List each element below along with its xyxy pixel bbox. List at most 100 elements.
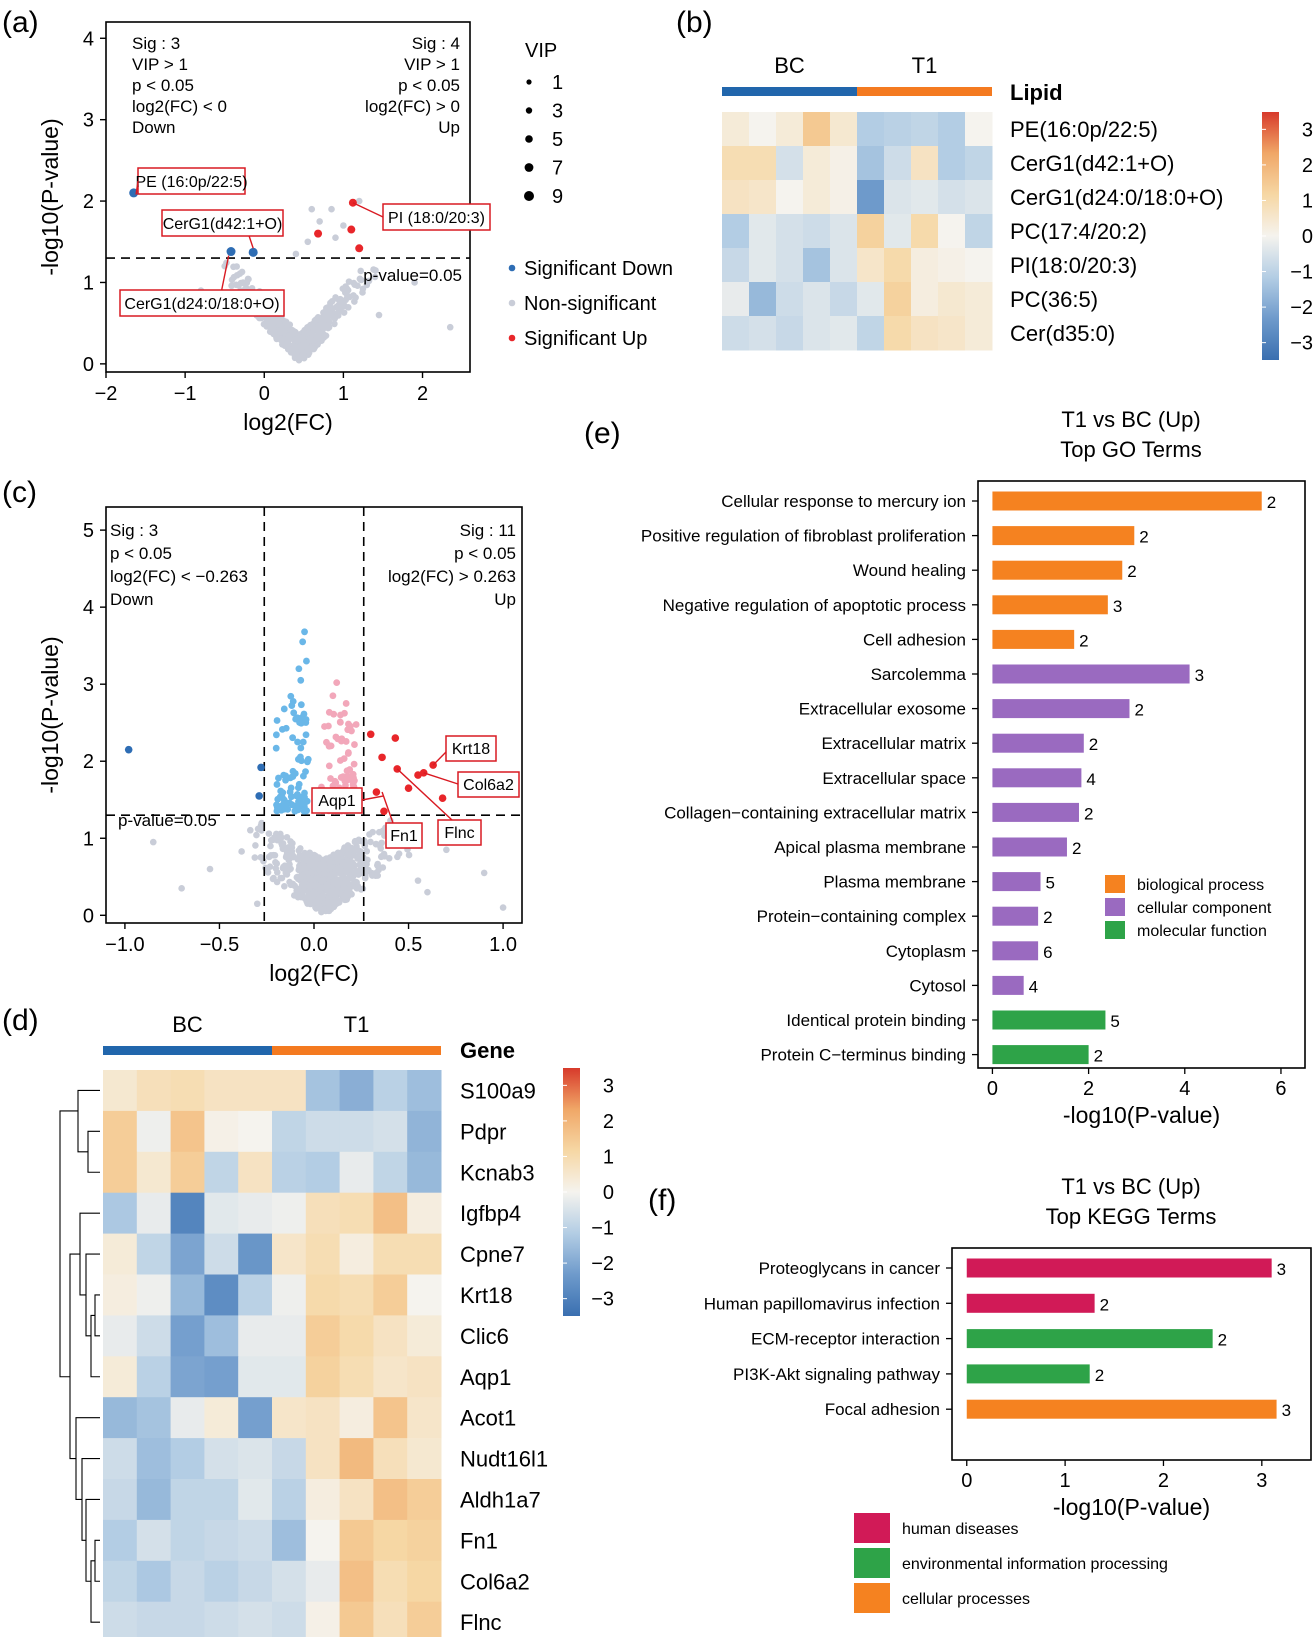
p-only-down-point — [302, 716, 310, 723]
y-tick-label: 4 — [83, 597, 94, 619]
x-axis-title: -log10(P-value) — [1053, 1494, 1210, 1520]
bar-count-label: 2 — [1095, 1366, 1104, 1385]
threshold-label: p-value=0.05 — [363, 266, 462, 285]
bar — [992, 1045, 1089, 1065]
non-significant-point — [344, 304, 352, 311]
row-header: Gene — [460, 1038, 515, 1063]
heatmap-cell — [238, 1438, 273, 1480]
non-significant-point — [326, 311, 334, 319]
heatmap-cell — [272, 1274, 307, 1316]
heatmap-cell — [407, 1397, 442, 1439]
bar-count-label: 3 — [1277, 1260, 1286, 1279]
significant-down-point — [248, 247, 258, 257]
left-summary-line: p < 0.05 — [132, 76, 194, 95]
bar-count-label: 3 — [1195, 666, 1204, 685]
non-significant-point — [286, 861, 293, 868]
heatmap-cell — [339, 1151, 374, 1194]
heatmap-cell — [103, 1233, 138, 1275]
non-significant-point — [340, 222, 347, 229]
heatmap-cell — [373, 1479, 408, 1521]
heatmap-cell — [170, 1356, 205, 1398]
heatmap-cell — [339, 1438, 374, 1480]
annotation-box — [137, 167, 246, 195]
heatmap-cell — [803, 180, 831, 215]
panel-a-volcano: −2 −1 0 1 2 0 1 2 3 4 log2(FC) -log10(P-value) p-val… — [37, 21, 673, 435]
bar-count-label: 2 — [1089, 735, 1098, 754]
annotation-label: CerG1(d24:0/18:0+O) — [124, 296, 279, 313]
non-significant-point — [339, 859, 347, 867]
heatmap-cell — [749, 146, 777, 181]
heatmap-cell — [884, 316, 912, 351]
p-only-up-point — [341, 776, 349, 784]
non-significant-point — [230, 273, 238, 281]
right-summary-line: p < 0.05 — [398, 76, 460, 95]
heatmap-cell — [373, 1519, 408, 1562]
row-label: Fn1 — [460, 1528, 498, 1553]
category-label: ECM-receptor interaction — [751, 1330, 940, 1349]
heatmap-cell — [339, 1233, 374, 1275]
non-significant-point — [337, 299, 345, 306]
heatmap-cell — [776, 282, 804, 317]
heatmap-cell — [749, 316, 777, 351]
heatmap-cell — [407, 1356, 442, 1398]
heatmap-cell — [136, 1519, 172, 1562]
panel-b-letter: (b) — [676, 6, 713, 39]
heatmap-cell — [407, 1233, 442, 1275]
non-significant-point — [351, 878, 359, 885]
x-tick-label: 1 — [1060, 1470, 1071, 1492]
non-significant-point — [294, 893, 302, 901]
p-only-down-point — [287, 692, 295, 700]
p-only-up-point — [352, 721, 360, 728]
panel-c-letter: (c) — [2, 476, 37, 509]
group-bar-t1 — [857, 87, 992, 96]
heatmap-cell — [373, 1356, 408, 1398]
row-label: PI(18:0/20:3) — [1010, 253, 1137, 278]
x-tick-label: −0.5 — [200, 934, 239, 956]
non-significant-point — [480, 869, 488, 877]
heatmap-cell — [238, 1070, 273, 1112]
heatmap-cell — [722, 282, 750, 317]
heatmap-cell — [938, 316, 966, 351]
non-significant-point — [322, 332, 330, 339]
x-tick-label: 2 — [1083, 1078, 1094, 1100]
non-significant-point — [290, 853, 297, 861]
heatmap-cell — [965, 316, 993, 351]
non-significant-point — [297, 852, 305, 860]
category-label: Protein C−terminus binding — [760, 1046, 966, 1065]
p-only-up-point — [329, 692, 337, 700]
heatmap-cell — [830, 282, 858, 317]
p-only-up-point — [350, 760, 358, 768]
heatmap-cell — [103, 1110, 138, 1153]
legend-label: Non-significant — [524, 293, 657, 315]
annotation-arrow — [381, 791, 394, 824]
heatmap-cell — [965, 248, 993, 283]
x-tick-label: 0.0 — [300, 934, 328, 956]
colorbar-tick-label: 1 — [1302, 190, 1313, 212]
non-significant-point — [253, 900, 261, 908]
row-label: Aqp1 — [460, 1365, 511, 1390]
bar-count-label: 2 — [1084, 804, 1093, 823]
heatmap-cell — [884, 248, 912, 283]
heatmap-cell — [136, 1274, 172, 1316]
vip-legend-dot — [524, 163, 534, 172]
bar — [992, 664, 1190, 684]
row-label: S100a9 — [460, 1078, 536, 1103]
bar-count-label: 2 — [1043, 908, 1052, 927]
significant-down-point — [257, 763, 265, 772]
plot-frame — [105, 21, 471, 373]
heatmap-cell — [136, 1438, 172, 1480]
heatmap-cell — [938, 112, 966, 147]
heatmap-cell — [136, 1479, 172, 1521]
heatmap-cell — [339, 1274, 374, 1316]
non-significant-point — [276, 320, 283, 328]
row-label: Cpne7 — [460, 1242, 525, 1267]
heatmap-cell — [749, 180, 777, 215]
heatmap-cell — [305, 1233, 341, 1275]
bar — [966, 1399, 1277, 1419]
heatmap-cell — [965, 282, 993, 317]
non-significant-point — [347, 874, 354, 882]
legend-label: molecular function — [1137, 923, 1267, 940]
p-only-up-point — [345, 749, 352, 756]
x-tick-label: 2 — [1158, 1470, 1169, 1492]
colorbar-tick-label: 0 — [603, 1182, 614, 1204]
